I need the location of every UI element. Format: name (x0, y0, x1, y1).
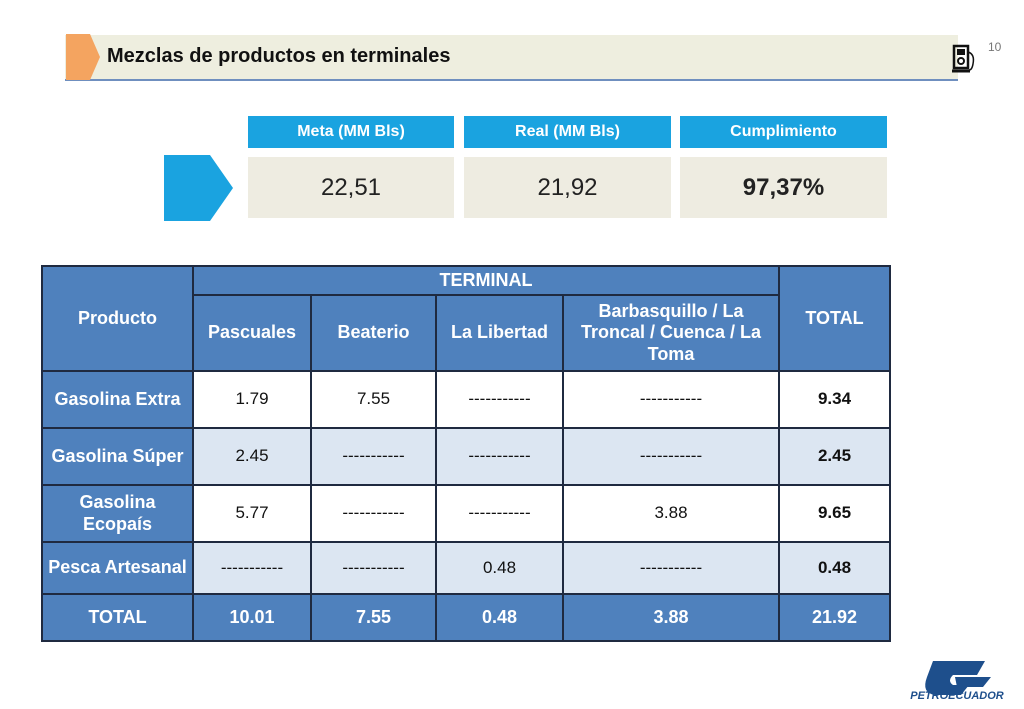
row-header: TOTAL (41, 593, 194, 642)
table-cell: 21.92 (778, 593, 891, 642)
kpi-chevron (164, 155, 233, 221)
row-header: Gasolina Ecopaís (41, 484, 194, 543)
table-cell: ----------- (435, 370, 564, 429)
header-cell: La Libertad (435, 294, 564, 372)
title-bar (65, 35, 958, 81)
table-row: Gasolina Extra 1.79 7.55 ----------- -------… (41, 370, 891, 429)
slide-number: 10 (988, 40, 1002, 54)
table-cell: 10.01 (192, 593, 312, 642)
table-cell: ----------- (310, 484, 437, 543)
table-cell: ----------- (310, 541, 437, 595)
table-cell: 9.65 (778, 484, 891, 543)
table-cell: 0.48 (778, 541, 891, 595)
table-cell: ----------- (435, 427, 564, 486)
table-cell: 7.55 (310, 593, 437, 642)
table-row: Gasolina Súper 2.45 ----------- -----------… (41, 427, 891, 486)
header-cell: TERMINAL (192, 265, 780, 296)
table-cell: ----------- (562, 370, 780, 429)
kpi-label: Real (MM Bls) (464, 116, 671, 148)
kpi-value: 97,37% (680, 157, 887, 218)
table-cell: 0.48 (435, 541, 564, 595)
kpi-value: 22,51 (248, 157, 454, 218)
table-cell: 7.55 (310, 370, 437, 429)
table-row: TOTAL 10.01 7.55 0.48 3.88 21.92 (41, 593, 891, 642)
logo-text: PETROECUADOR (910, 690, 1004, 702)
table-cell: ----------- (310, 427, 437, 486)
fuel-icon (952, 44, 975, 73)
header-cell: Pascuales (192, 294, 312, 372)
table-cell: 2.45 (192, 427, 312, 486)
table-cell: ----------- (435, 484, 564, 543)
table-cell: ----------- (562, 541, 780, 595)
header-cell: Barbasquillo / La Troncal / Cuenca / La … (562, 294, 780, 372)
blend-table: Producto TERMINAL TOTAL Pascuales Beateri… (41, 265, 891, 642)
slide-title: Mezclas de productos en terminales (107, 45, 451, 67)
header-cell: Producto (41, 265, 194, 372)
table-cell: 2.45 (778, 427, 891, 486)
row-header: Pesca Artesanal (41, 541, 194, 595)
table-cell: 3.88 (562, 593, 780, 642)
table-cell: 0.48 (435, 593, 564, 642)
kpi-label: Cumplimiento (680, 116, 887, 148)
header-cell: TOTAL (778, 265, 891, 372)
table-cell: 5.77 (192, 484, 312, 543)
table-cell: 9.34 (778, 370, 891, 429)
table-row: Pesca Artesanal ----------- ----------- 0.4… (41, 541, 891, 595)
table-cell: ----------- (192, 541, 312, 595)
table-cell: 3.88 (562, 484, 780, 543)
logo: PETROECUADOR (910, 661, 1004, 702)
row-header: Gasolina Extra (41, 370, 194, 429)
table-cell: 1.79 (192, 370, 312, 429)
table-row: Gasolina Ecopaís 5.77 ----------- ---------… (41, 484, 891, 543)
title-chevron (66, 34, 100, 80)
header-cell: Beaterio (310, 294, 437, 372)
kpi-value: 21,92 (464, 157, 671, 218)
row-header: Gasolina Súper (41, 427, 194, 486)
kpi-label: Meta (MM Bls) (248, 116, 454, 148)
table-cell: ----------- (562, 427, 780, 486)
